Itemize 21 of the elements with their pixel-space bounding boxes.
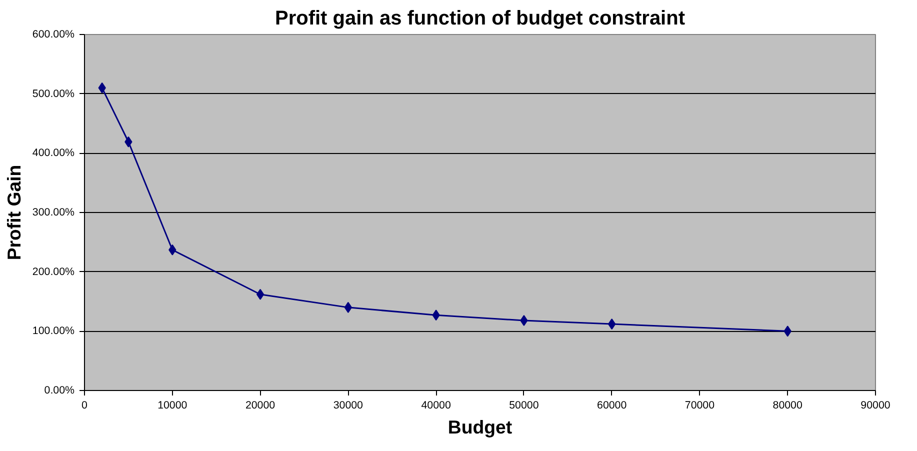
- y-tick-label: 300.00%: [32, 206, 76, 218]
- x-tick-label: 30000: [333, 400, 364, 412]
- x-tick-label: 80000: [772, 400, 802, 412]
- point: [256, 288, 264, 300]
- y-tick-label: 600.00%: [32, 28, 76, 40]
- y-tick-label: 500.00%: [32, 88, 76, 100]
- y-tick-label: 200.00%: [32, 266, 76, 278]
- x-tick-label: 60000: [597, 400, 627, 412]
- y-axis-title: Profit Gain: [3, 164, 24, 260]
- x-tick-label: 90000: [860, 400, 890, 412]
- x-tick-label: 20000: [245, 400, 276, 412]
- y-tick-label: 400.00%: [32, 147, 76, 160]
- chart-title: Profit gain as function of budget constraint: [275, 8, 686, 30]
- x-axis-title: Budget: [448, 416, 512, 438]
- x-tick-label: 10000: [158, 400, 188, 412]
- x-tick-label: 0: [82, 400, 88, 412]
- y-tick-label: 0.00%: [44, 384, 76, 396]
- x-tick-label: 50000: [509, 400, 539, 412]
- y-tick-label: 100.00%: [32, 325, 76, 338]
- x-tick-label: 40000: [421, 400, 451, 412]
- x-tick-label: 70000: [684, 400, 715, 412]
